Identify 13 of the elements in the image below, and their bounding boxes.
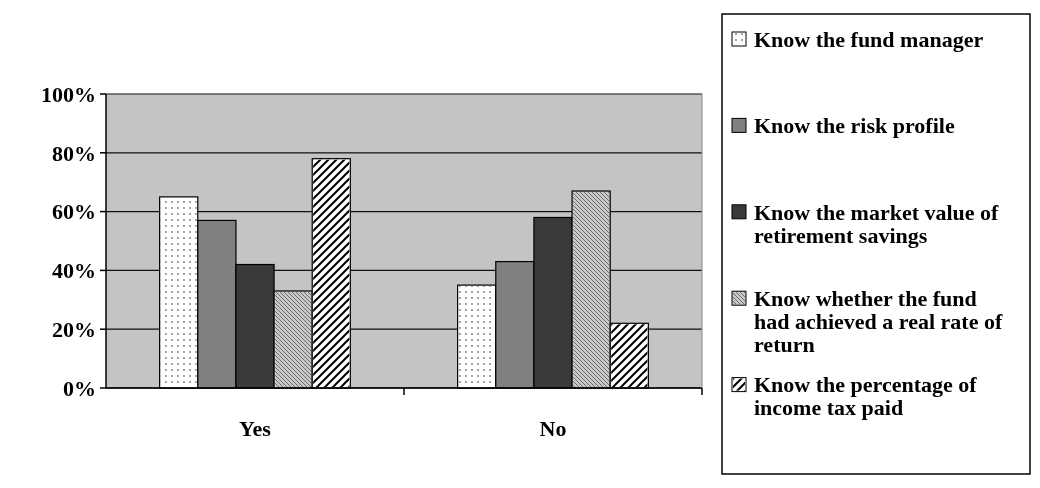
legend-label: Know the fund manager xyxy=(754,26,984,52)
legend-label: Know the market value of retirement savings xyxy=(754,199,1000,248)
legend-label: Know whether the fund had achieved a real rate of return xyxy=(754,285,1003,358)
legend-label: Know the percentage of income tax paid xyxy=(754,372,978,421)
x-tick-label: Yes xyxy=(239,416,272,441)
y-tick-label: 80% xyxy=(52,140,96,166)
y-tick-label: 60% xyxy=(52,199,96,225)
y-tick-label: 40% xyxy=(52,258,96,284)
legend-label: Know the risk profile xyxy=(754,113,955,139)
x-tick-label: No xyxy=(539,416,567,441)
y-tick-label: 20% xyxy=(52,316,96,342)
y-tick-label: 0% xyxy=(63,375,96,401)
y-tick-label: 100% xyxy=(41,81,96,107)
